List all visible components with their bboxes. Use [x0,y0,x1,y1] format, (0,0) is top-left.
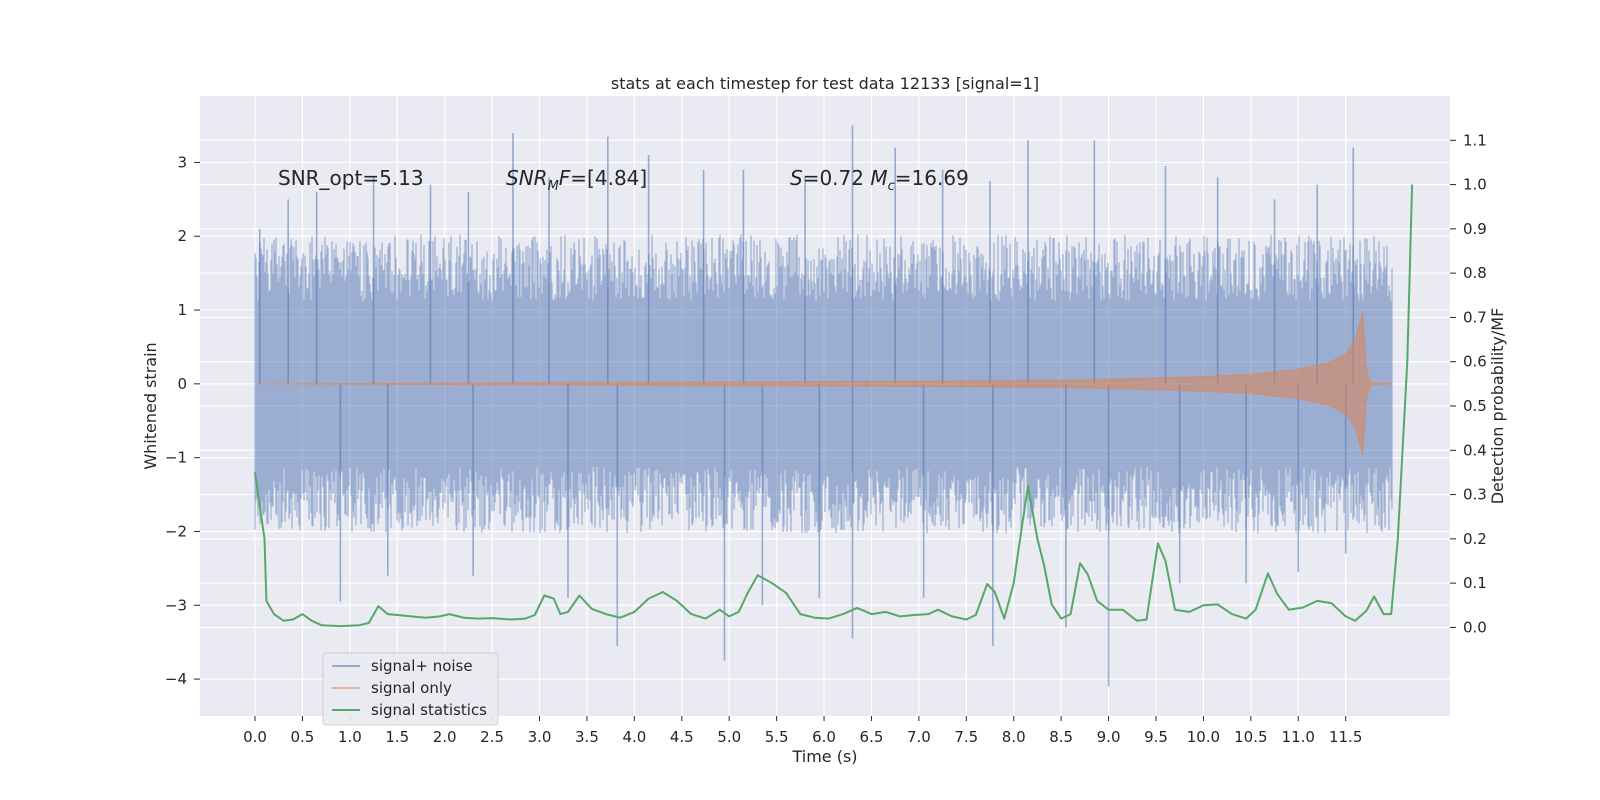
y-right-tick-label: 0.4 [1463,441,1487,459]
x-tick-label: 5.5 [765,728,789,746]
annotation-snr-mf: SNRMF=[4.84] [506,166,647,194]
y-axis-label-right: Detection probability/MF [1488,308,1507,505]
legend-label-stats: signal statistics [371,701,487,719]
x-tick-label: 9.5 [1144,728,1168,746]
x-tick-label: 11.0 [1282,728,1315,746]
annotation-s-mc: S=0.72 Mc=16.69 [790,166,969,194]
x-tick-label: 0.5 [290,728,314,746]
y-right-tick-label: 0.8 [1463,264,1487,282]
x-tick-label: 1.5 [385,728,409,746]
legend: signal+ noise signal only signal statist… [322,652,499,726]
y-left-tick-label: 2 [177,227,187,245]
chart-title: stats at each timestep for test data 121… [611,74,1039,93]
x-tick-label: 3.5 [575,728,599,746]
x-tick-label: 6.5 [860,728,884,746]
series-signal-noise [254,125,1393,687]
legend-box [322,652,499,726]
y-right-tick-label: 0.7 [1463,308,1487,326]
x-tick-label: 10.0 [1187,728,1220,746]
legend-label-signal: signal only [371,679,452,697]
y-axis-label-left: Whitened strain [141,342,160,469]
y-right-tick-label: 0.9 [1463,220,1487,238]
stats-line [254,184,1414,628]
y-right-tick-label: 0.2 [1463,530,1487,548]
x-tick-label: 4.5 [670,728,694,746]
x-tick-label: 2.0 [433,728,457,746]
y-right-tick-label: 0.6 [1463,353,1487,371]
y-right-tick-label: 0.1 [1463,574,1487,592]
y-right-axis-ticks: 1.1 1.0 0.9 0.8 0.7 0.6 0.5 0.4 0.3 0.2 0.1 0.0 [1450,131,1487,636]
x-tick-label: 7.5 [954,728,978,746]
y-left-tick-label: −1 [165,449,187,467]
y-left-tick-label: −3 [165,596,187,614]
y-left-tick-label: −2 [165,522,187,540]
x-tick-label: 0.0 [243,728,267,746]
x-tick-label: 3.0 [528,728,552,746]
x-tick-label: 10.5 [1234,728,1267,746]
plot-area [200,96,1450,716]
series-signal-only [254,312,1393,456]
x-axis-label: Time (s) [791,747,857,766]
y-right-tick-label: 0.3 [1463,486,1487,504]
x-tick-label: 7.0 [907,728,931,746]
x-tick-label: 1.0 [338,728,362,746]
x-tick-label: 8.5 [1049,728,1073,746]
x-tick-label: 2.5 [480,728,504,746]
y-right-tick-label: 1.1 [1463,131,1487,149]
y-right-tick-label: 1.0 [1463,176,1487,194]
x-tick-label: 4.0 [622,728,646,746]
y-right-tick-label: 0.5 [1463,397,1487,415]
y-left-axis-ticks: 3 2 1 0 −1 −2 −3 −4 [165,153,200,688]
signal-envelope [254,312,1393,456]
series-signal-statistics [254,184,1414,628]
y-left-tick-label: 3 [177,153,187,171]
y-right-tick-label: 0.0 [1463,618,1487,636]
x-tick-label: 9.0 [1097,728,1121,746]
y-left-tick-label: −4 [165,670,187,688]
y-left-tick-label: 0 [177,375,187,393]
legend-label-noise: signal+ noise [371,657,473,675]
x-axis-ticks: 0.0 0.5 1.0 1.5 2.0 2.5 3.0 3.5 4.0 4.5 5.0 5.5 6.0 6… [243,716,1362,746]
x-tick-label: 8.0 [1002,728,1026,746]
x-tick-label: 6.0 [812,728,836,746]
y-left-tick-label: 1 [177,301,187,319]
x-tick-label: 11.5 [1329,728,1362,746]
annotation-snr-opt: SNR_opt=5.13 [278,166,424,190]
x-tick-label: 5.0 [717,728,741,746]
